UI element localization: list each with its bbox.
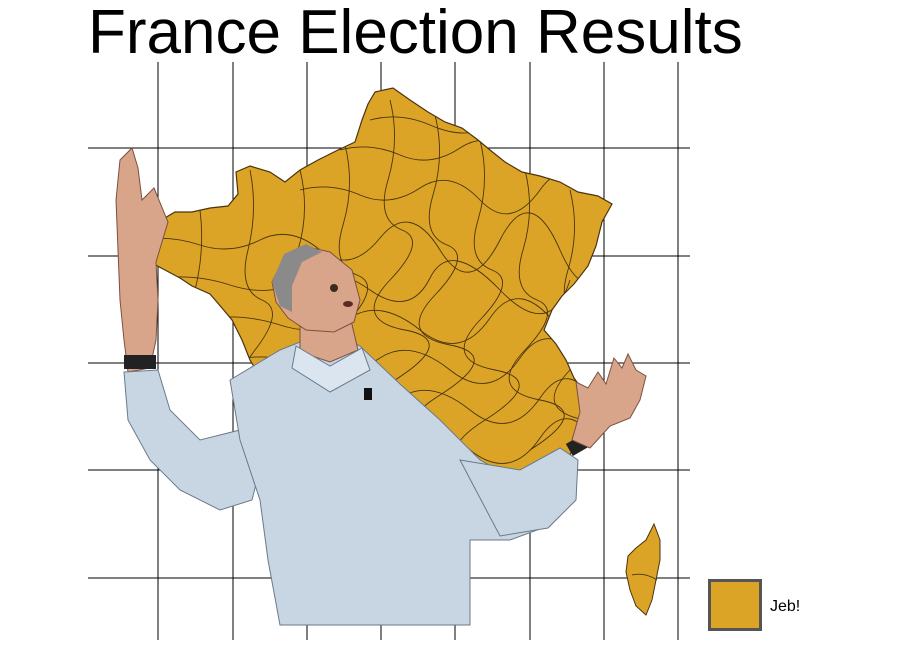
person-wristwatch-left xyxy=(124,355,156,369)
person-right-sleeve xyxy=(459,447,579,537)
person-left-hand xyxy=(115,147,169,373)
person-cutout xyxy=(115,147,647,626)
map-title: France Election Results xyxy=(88,0,743,67)
corsica-region xyxy=(625,522,661,616)
legend-label-jeb: Jeb! xyxy=(770,598,801,615)
legend-swatch-jeb xyxy=(708,579,762,631)
person-right-hand xyxy=(571,352,647,449)
person-microphone xyxy=(364,388,372,400)
person-hair xyxy=(272,244,322,312)
